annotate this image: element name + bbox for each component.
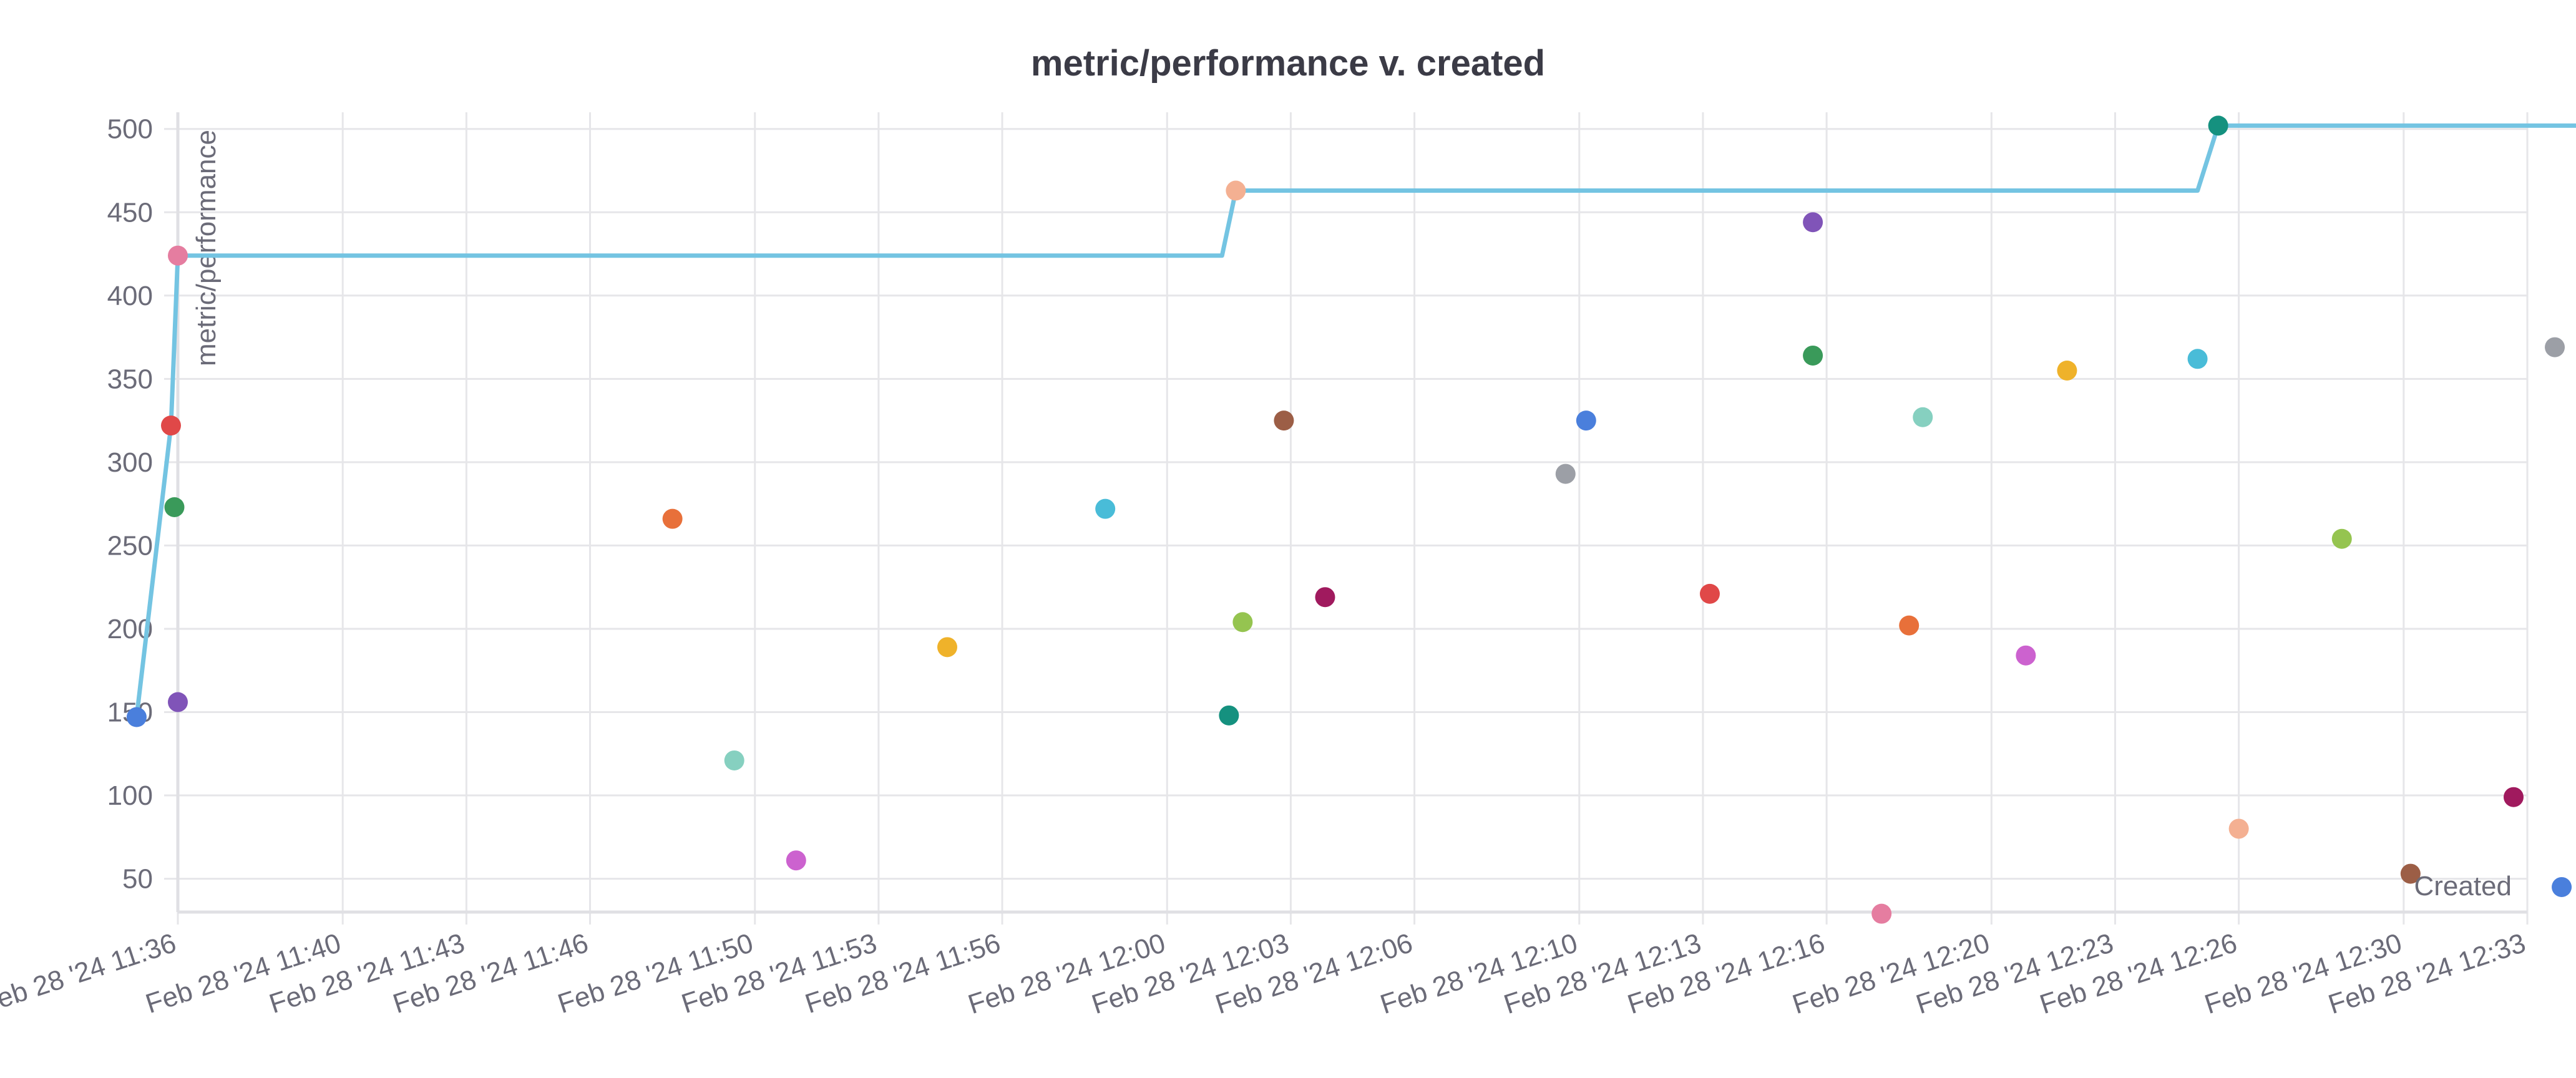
data-point xyxy=(937,637,957,658)
data-point xyxy=(164,497,185,517)
data-point xyxy=(2208,115,2228,136)
chart-title: metric/performance v. created xyxy=(1030,43,1546,84)
data-point xyxy=(126,707,147,727)
data-point xyxy=(1095,498,1116,519)
data-point xyxy=(1699,583,1720,604)
data-point xyxy=(1803,212,1823,233)
data-point xyxy=(1913,407,1933,427)
data-point xyxy=(160,415,181,436)
data-point xyxy=(2331,528,2352,549)
data-point xyxy=(1232,612,1253,633)
y-tick-label: 400 xyxy=(107,281,153,311)
series-line xyxy=(134,123,2576,717)
data-point xyxy=(1803,345,1823,366)
data-point xyxy=(2545,337,2565,357)
y-tick-label: 350 xyxy=(107,364,153,394)
data-point xyxy=(724,750,744,770)
data-point xyxy=(1576,410,1596,431)
data-point xyxy=(1315,587,1335,608)
data-point xyxy=(1219,705,1239,726)
data-point xyxy=(2400,863,2421,884)
data-point xyxy=(168,245,188,266)
data-point xyxy=(2057,360,2077,381)
data-point xyxy=(2187,349,2208,369)
data-point xyxy=(168,692,188,712)
data-point xyxy=(662,508,683,529)
legend-label: Created xyxy=(2414,871,2512,901)
data-point xyxy=(2552,876,2572,897)
data-point xyxy=(2228,818,2249,839)
data-point xyxy=(1871,903,1892,924)
data-point xyxy=(2016,645,2036,666)
y-tick-label: 450 xyxy=(107,197,153,228)
data-point xyxy=(1899,615,1920,636)
y-tick-label: 300 xyxy=(107,447,153,478)
data-point xyxy=(2503,787,2524,807)
data-point xyxy=(786,850,806,871)
y-axis-label: metric/performance xyxy=(191,130,222,366)
y-tick-label: 250 xyxy=(107,530,153,561)
data-point xyxy=(1274,410,1294,431)
y-tick-label: 500 xyxy=(107,114,153,145)
data-point xyxy=(1226,180,1246,201)
y-tick-label: 100 xyxy=(107,780,153,811)
data-point xyxy=(1555,464,1576,484)
y-tick-label: 50 xyxy=(122,864,153,895)
